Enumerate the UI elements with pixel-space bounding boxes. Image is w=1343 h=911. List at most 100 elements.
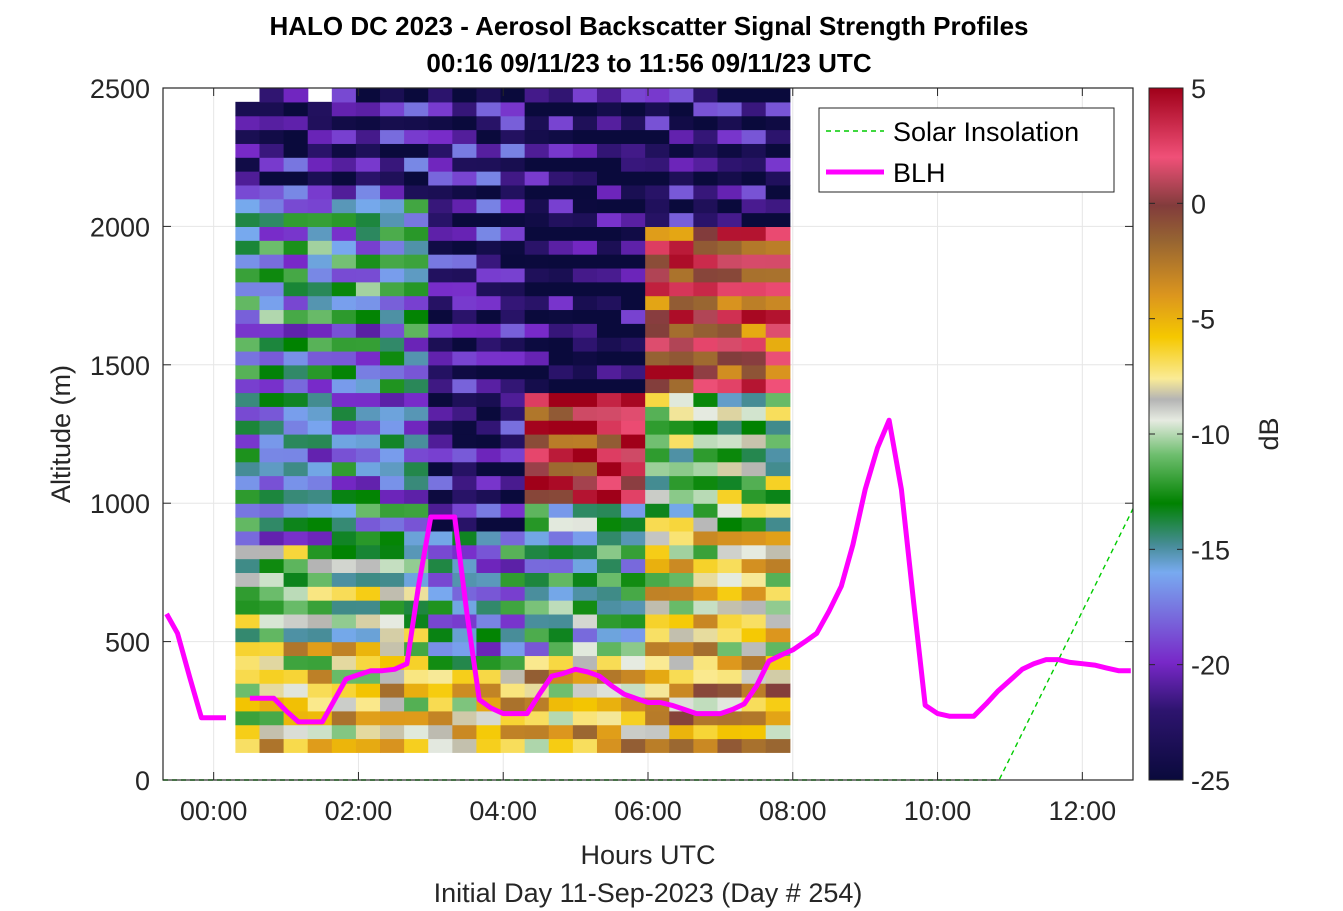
heatmap-cell xyxy=(693,669,719,684)
heatmap-cell xyxy=(621,572,646,587)
heatmap-cell xyxy=(283,143,309,158)
heatmap-cell xyxy=(572,558,598,573)
heatmap-cell xyxy=(548,572,574,587)
heatmap-cell xyxy=(355,337,381,352)
heatmap-cell xyxy=(259,683,285,698)
heatmap-cell xyxy=(596,212,622,227)
heatmap-cell xyxy=(259,337,285,352)
heatmap-cell xyxy=(524,88,550,103)
heatmap-cell xyxy=(404,171,429,186)
heatmap-cell xyxy=(572,530,598,546)
heatmap-cell xyxy=(669,586,694,601)
heatmap-cell xyxy=(741,600,767,615)
heatmap-cell xyxy=(355,641,381,657)
heatmap-cell xyxy=(717,461,743,477)
heatmap-cell xyxy=(645,586,670,601)
series-blh xyxy=(249,417,1131,725)
heatmap-cell xyxy=(307,295,333,311)
heatmap-cell xyxy=(572,738,598,753)
heatmap-cell xyxy=(404,738,429,753)
heatmap-cell xyxy=(500,267,526,283)
heatmap-cell xyxy=(476,710,502,726)
heatmap-cell xyxy=(645,434,670,449)
heatmap-cell xyxy=(428,447,453,463)
heatmap-cell xyxy=(307,655,333,670)
heatmap-cell xyxy=(476,683,502,698)
heatmap-cell xyxy=(693,254,719,269)
heatmap-cell xyxy=(307,447,333,463)
heatmap-cell xyxy=(331,212,357,227)
heatmap-cell xyxy=(331,613,357,629)
heatmap-cell xyxy=(331,267,357,283)
heatmap-cell xyxy=(380,115,405,131)
heatmap-cell xyxy=(741,337,767,352)
heatmap-cell xyxy=(669,683,694,698)
heatmap-cell xyxy=(524,710,550,726)
heatmap-cell xyxy=(307,544,333,560)
heatmap-cell xyxy=(741,226,767,241)
heatmap-cell xyxy=(548,517,574,532)
heatmap-cell xyxy=(741,641,767,657)
heatmap-cell xyxy=(500,240,526,255)
heatmap-cell xyxy=(235,420,261,435)
heatmap-cell xyxy=(596,101,622,117)
heatmap-cell xyxy=(717,406,743,421)
heatmap-cell xyxy=(355,212,381,227)
heatmap-cell xyxy=(331,641,357,657)
heatmap-cell xyxy=(669,323,694,338)
heatmap-cell xyxy=(500,558,526,573)
heatmap-cell xyxy=(741,530,767,546)
heatmap-cell xyxy=(404,655,429,670)
heatmap-cell xyxy=(331,544,357,560)
heatmap-cell xyxy=(355,655,381,670)
heatmap-cell xyxy=(428,696,453,712)
heatmap-cell xyxy=(693,738,719,753)
heatmap-cell xyxy=(355,696,381,712)
heatmap-cell xyxy=(380,434,405,449)
heatmap-cell xyxy=(765,447,791,463)
heatmap-cell xyxy=(717,655,743,670)
heatmap-cell xyxy=(572,641,598,657)
heatmap-cell xyxy=(693,157,719,172)
heatmap-cell xyxy=(283,669,309,684)
heatmap-cell xyxy=(355,254,381,269)
x-axis-ticks: 00:00 02:00 04:00 06:00 08:00 10:00 12:00 xyxy=(180,88,1116,826)
heatmap-cell xyxy=(717,420,743,435)
heatmap-cell xyxy=(283,696,309,712)
heatmap-cell xyxy=(693,724,719,740)
heatmap-cell xyxy=(596,267,622,283)
heatmap-cell xyxy=(621,198,646,214)
heatmap-cell xyxy=(596,157,622,172)
heatmap-cell xyxy=(307,309,333,324)
heatmap-cell xyxy=(572,710,598,726)
heatmap-cell xyxy=(645,420,670,435)
heatmap-cell xyxy=(669,710,694,726)
heatmap-cell xyxy=(428,309,453,324)
heatmap-cell xyxy=(235,129,261,144)
heatmap-cell xyxy=(500,613,526,629)
heatmap-cell xyxy=(307,586,333,601)
heatmap-cell xyxy=(572,613,598,629)
heatmap-cell xyxy=(380,198,405,214)
heatmap-cell xyxy=(717,724,743,740)
heatmap-cell xyxy=(404,129,429,144)
heatmap-cell xyxy=(380,101,405,117)
heatmap-cell xyxy=(500,115,526,131)
heatmap-cell xyxy=(621,267,646,283)
heatmap-cell xyxy=(259,600,285,615)
heatmap-cell xyxy=(283,600,309,615)
heatmap-cell xyxy=(331,503,357,518)
heatmap-cell xyxy=(428,198,453,214)
heatmap-cell xyxy=(355,724,381,740)
heatmap-cell xyxy=(404,392,429,407)
heatmap-cell xyxy=(235,586,261,601)
heatmap-cell xyxy=(476,129,502,144)
heatmap-cell xyxy=(645,198,670,214)
heatmap-cell xyxy=(548,641,574,657)
heatmap-cell xyxy=(741,267,767,283)
heatmap-cell xyxy=(669,420,694,435)
x-tick-label: 02:00 xyxy=(325,796,393,826)
heatmap-cell xyxy=(669,184,694,200)
heatmap-cell xyxy=(669,88,694,103)
heatmap-cell xyxy=(669,157,694,172)
